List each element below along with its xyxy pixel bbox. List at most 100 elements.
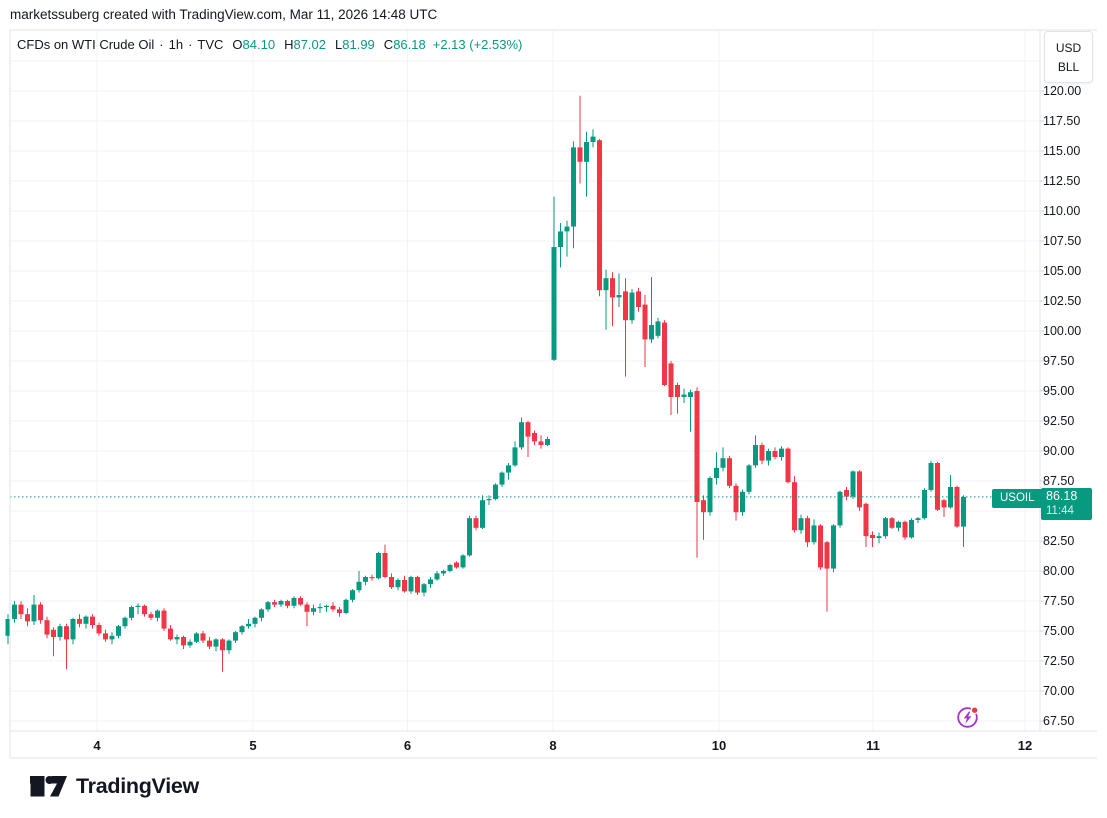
candle-body (805, 518, 810, 543)
interval-label[interactable]: 1h (168, 36, 184, 52)
price-line-symbol-badge: USOIL (992, 489, 1043, 508)
legend-separator: · (159, 36, 164, 52)
price-axis-label: 92.50 (1043, 414, 1075, 428)
candle-body (38, 604, 43, 621)
candle-body (564, 226, 570, 232)
price-axis-label: 77.50 (1043, 594, 1075, 608)
tradingview-logo[interactable]: TradingView (30, 774, 199, 799)
candle-body (480, 500, 485, 528)
candle-body (506, 465, 511, 473)
candle-body (337, 609, 342, 613)
economic-event-icon[interactable] (955, 704, 981, 730)
candle-body (694, 391, 700, 502)
candle-body (161, 610, 167, 629)
ohlc-close: C86.18 (383, 36, 426, 52)
candle-body (831, 525, 836, 569)
candle-body (954, 487, 960, 527)
price-axis-label: 107.50 (1043, 234, 1082, 248)
last-price-value: 86.18 (1046, 489, 1078, 503)
currency-unit-box[interactable]: USD BLL (1044, 31, 1093, 83)
candle-body (720, 458, 726, 468)
candle-body (252, 617, 258, 624)
candle-body (194, 633, 199, 642)
candle-body (863, 503, 869, 537)
candle-body (512, 447, 518, 466)
candle-body (707, 478, 713, 513)
candle-body (785, 448, 791, 483)
candle-body (278, 601, 284, 605)
candle-body (428, 579, 433, 585)
symbol-legend[interactable]: CFDs on WTI Crude Oil · 1h · TVC O84.10 … (17, 36, 522, 52)
candle-body (701, 500, 706, 513)
price-axis-label: 87.50 (1043, 474, 1075, 488)
candle-body (90, 616, 95, 625)
candle-body (941, 500, 947, 508)
candle-body (291, 598, 297, 606)
candle-body (285, 601, 290, 606)
candle-body (77, 619, 82, 624)
candle-body (311, 608, 316, 612)
candle-body (317, 607, 323, 609)
candle-body (883, 518, 888, 537)
candle-body (441, 571, 446, 574)
price-axis-label: 90.00 (1043, 444, 1075, 458)
candle-body (265, 602, 271, 610)
candle-body (629, 292, 635, 321)
price-axis-label: 82.50 (1043, 534, 1075, 548)
candle-body (187, 641, 193, 646)
bar-countdown: 11:44 (1046, 505, 1074, 517)
candle-body (207, 640, 212, 647)
candle-body (109, 635, 115, 640)
candle-body (688, 392, 693, 397)
last-price-badge: 86.18 11:44 (1041, 488, 1092, 520)
candle-body (636, 291, 641, 307)
candle-body (662, 322, 667, 385)
candle-body (473, 518, 479, 528)
symbol-title[interactable]: CFDs on WTI Crude Oil (17, 36, 155, 52)
candle-body (857, 471, 862, 508)
candle-body (246, 623, 251, 627)
candle-body (519, 422, 524, 448)
candle-body (649, 325, 654, 340)
candle-body (584, 142, 589, 162)
candle-body (558, 231, 563, 247)
candle-body (226, 640, 232, 651)
candle-body (421, 584, 427, 593)
candle-body (376, 553, 381, 579)
tradingview-mark-icon (30, 776, 67, 797)
time-axis-label: 12 (1017, 738, 1033, 753)
ohlc-low: L81.99 (335, 36, 375, 52)
price-axis-label: 80.00 (1043, 564, 1075, 578)
candle-body (935, 463, 940, 510)
candle-body (64, 626, 69, 640)
candle-body (239, 626, 245, 633)
candle-body (369, 577, 375, 579)
candle-body (454, 562, 459, 568)
candle-body (590, 136, 596, 142)
candle-body (655, 321, 661, 336)
candle-body (148, 614, 154, 618)
price-axis-label: 115.00 (1043, 144, 1081, 158)
candle-body (31, 604, 37, 622)
candle-body (850, 471, 856, 497)
candle-body (870, 535, 875, 538)
price-axis-label: 120.00 (1043, 84, 1082, 98)
candle-body (12, 604, 17, 619)
candle-body (363, 577, 368, 582)
ohlc-high: H87.02 (284, 36, 327, 52)
candle-body (434, 573, 440, 580)
candle-body (395, 580, 401, 588)
candle-body (681, 394, 687, 397)
candle-body (298, 598, 303, 605)
candle-body (837, 491, 843, 526)
candle-body (571, 147, 576, 227)
price-axis-label: 67.50 (1043, 714, 1075, 728)
candle-body (129, 607, 134, 618)
tradingview-wordmark: TradingView (76, 774, 199, 798)
candle-body (467, 518, 472, 556)
candle-body (233, 632, 238, 641)
time-axis-label: 11 (866, 738, 880, 753)
candle-body (57, 626, 63, 637)
